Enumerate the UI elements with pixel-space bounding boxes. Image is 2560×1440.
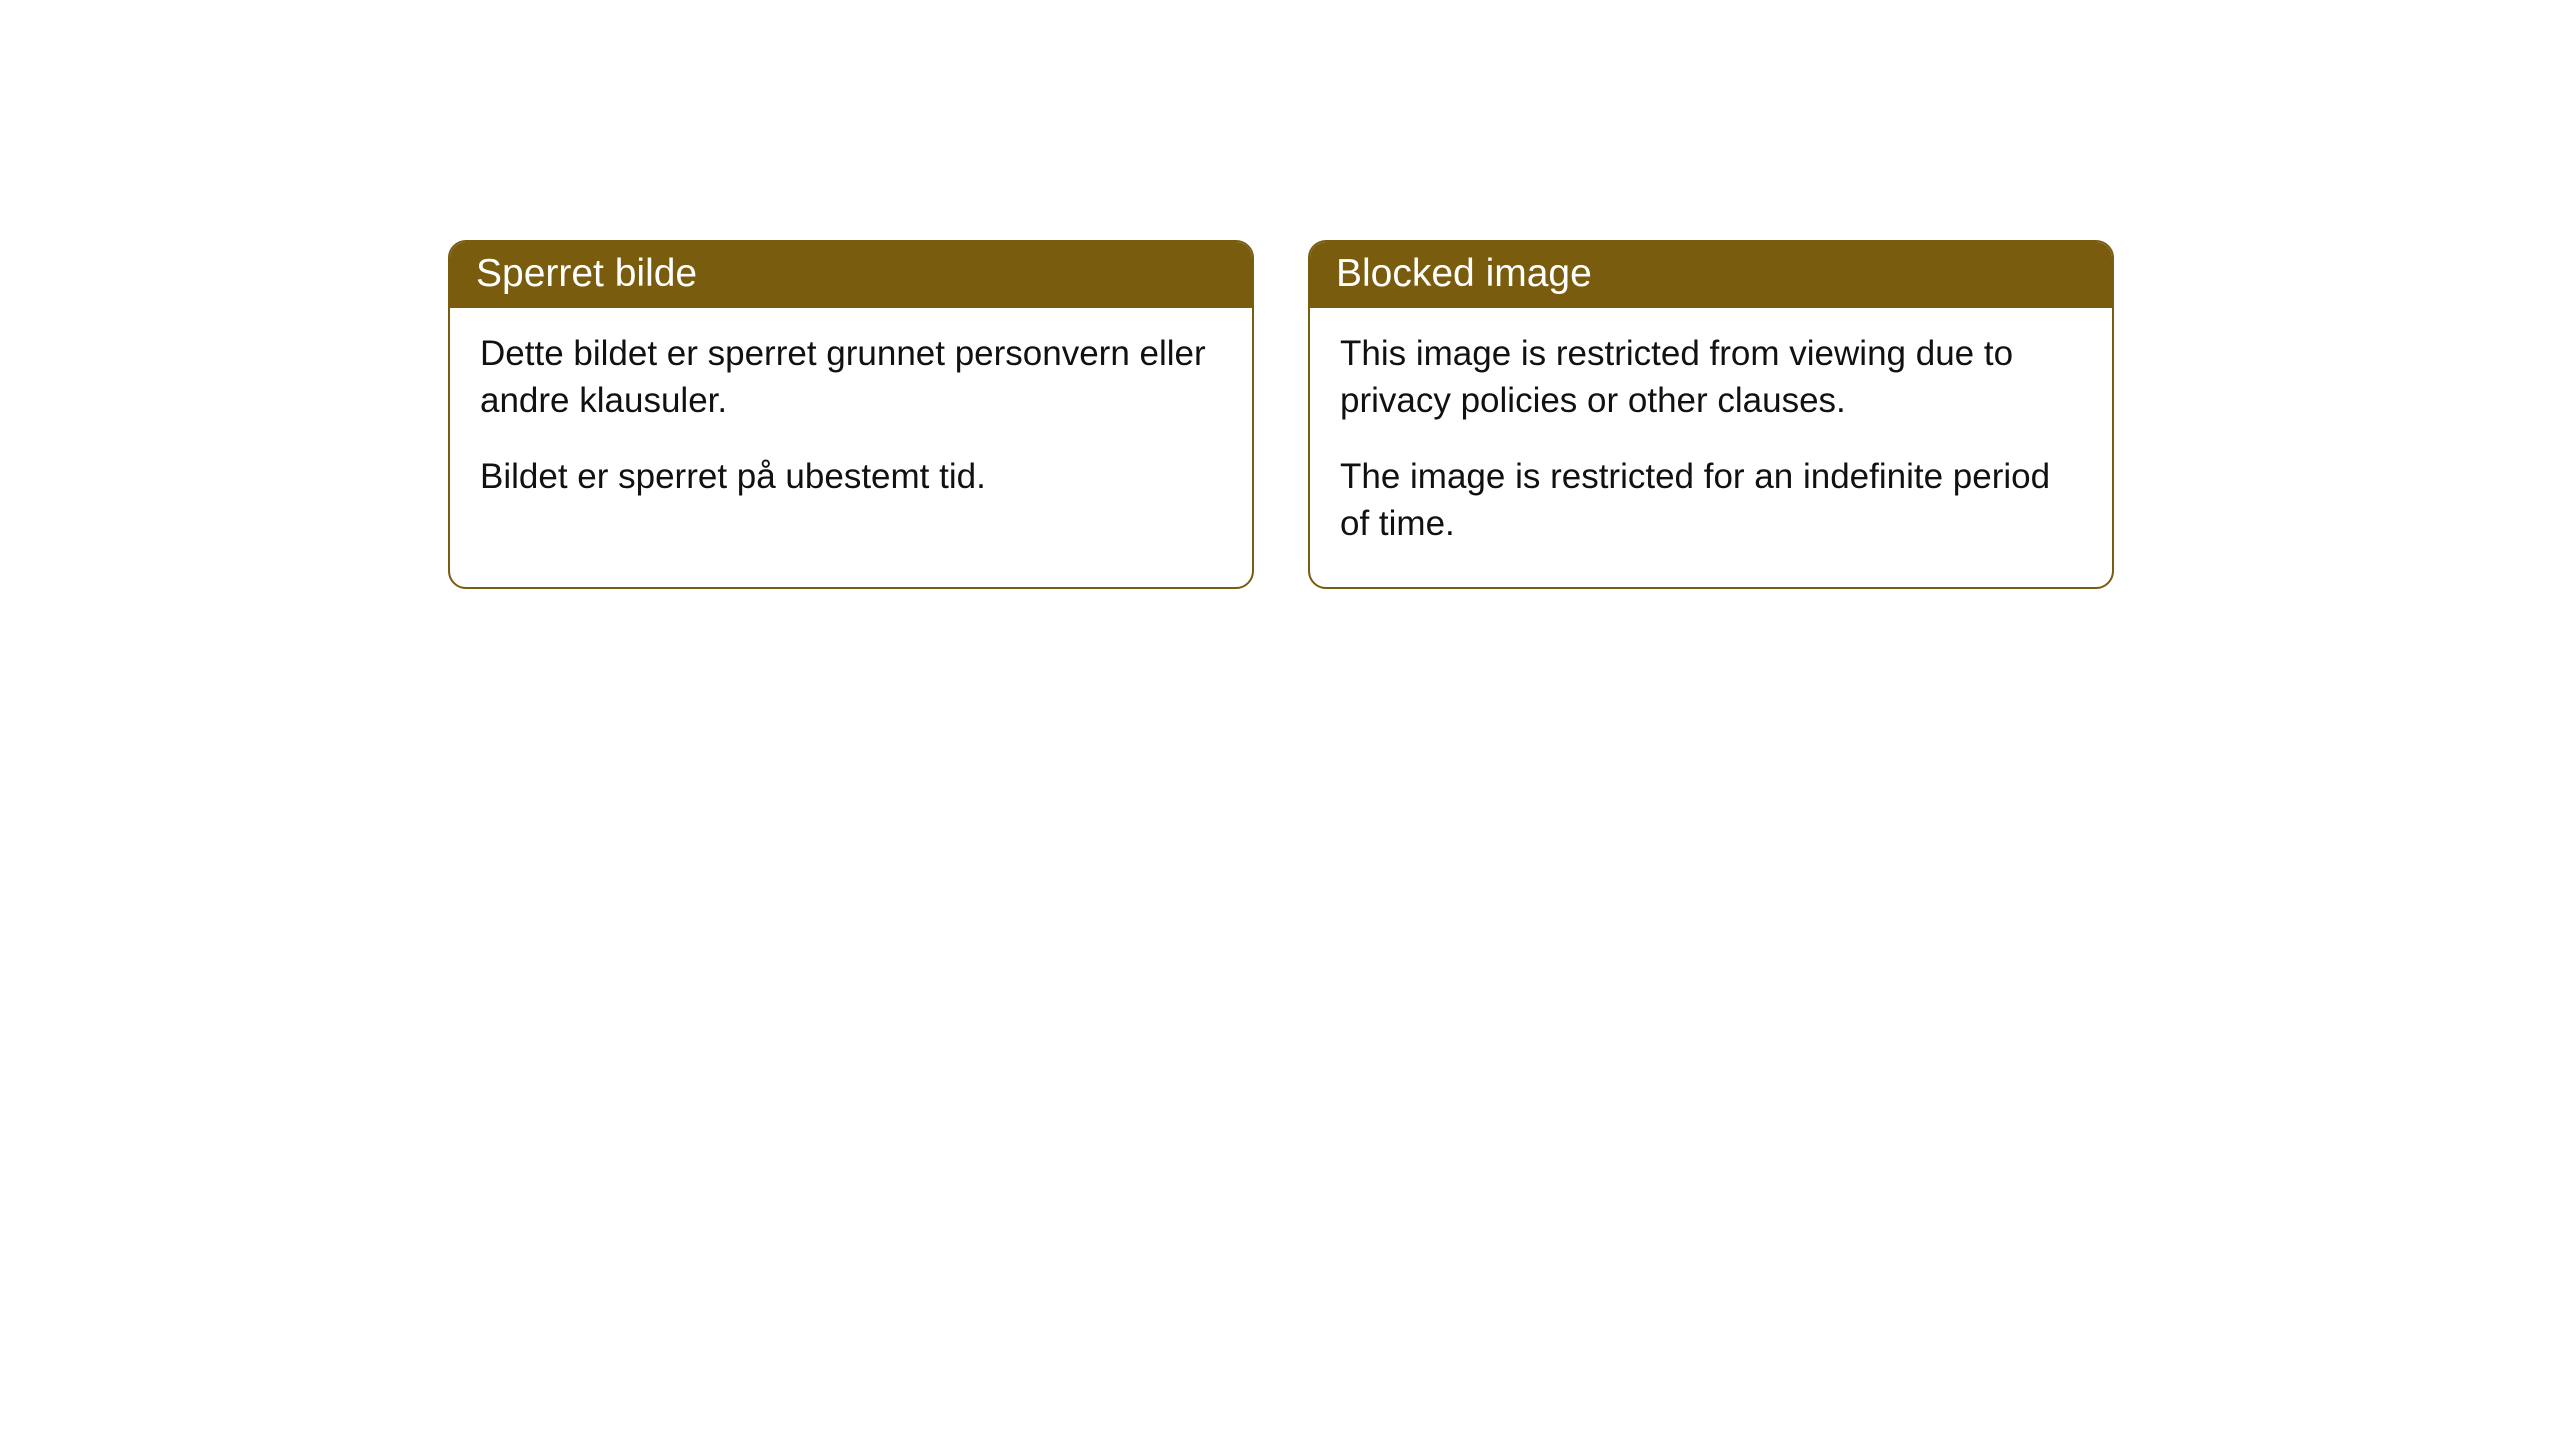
card-title: Sperret bilde	[476, 252, 697, 295]
card-text-line: The image is restricted for an indefinit…	[1340, 453, 2082, 548]
notice-card-english: Blocked image This image is restricted f…	[1308, 240, 2114, 589]
notice-card-norwegian: Sperret bilde Dette bildet er sperret gr…	[448, 240, 1254, 589]
card-header: Blocked image	[1310, 242, 2112, 308]
card-body: This image is restricted from viewing du…	[1310, 308, 2112, 587]
notice-container: Sperret bilde Dette bildet er sperret gr…	[448, 240, 2114, 589]
card-text-line: This image is restricted from viewing du…	[1340, 330, 2082, 425]
card-body: Dette bildet er sperret grunnet personve…	[450, 308, 1252, 540]
card-header: Sperret bilde	[450, 242, 1252, 308]
card-title: Blocked image	[1336, 252, 1592, 295]
card-text-line: Dette bildet er sperret grunnet personve…	[480, 330, 1222, 425]
card-text-line: Bildet er sperret på ubestemt tid.	[480, 453, 1222, 500]
